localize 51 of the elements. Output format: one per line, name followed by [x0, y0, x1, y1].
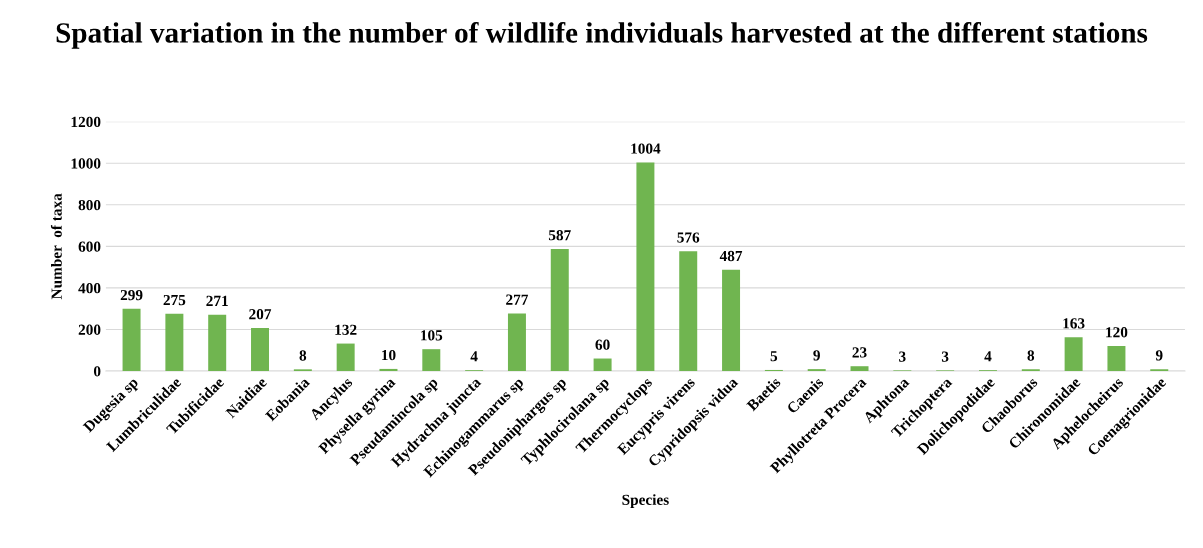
data-label: 120 [1106, 327, 1128, 338]
data-label: 275 [163, 294, 186, 306]
bar [850, 366, 869, 371]
data-label: 5 [770, 351, 778, 362]
bar [1107, 346, 1126, 371]
bar [165, 313, 184, 371]
y-tick-label: 1000 [71, 158, 101, 169]
bar [208, 314, 227, 371]
y-tick-label: 0 [93, 366, 101, 377]
data-label: 163 [1063, 318, 1085, 329]
y-tick-label: 1200 [71, 116, 101, 128]
bar [1064, 337, 1083, 371]
data-label: 60 [595, 339, 610, 350]
data-label: 587 [548, 230, 571, 241]
data-label: 105 [421, 330, 443, 341]
y-tick-label: 600 [78, 241, 101, 252]
data-label: 1004 [631, 143, 661, 154]
bar [722, 269, 741, 371]
bar [251, 327, 270, 371]
bar [550, 249, 569, 371]
data-label: 4 [984, 351, 992, 362]
y-axis-title: Number of taxa [50, 193, 62, 300]
y-tick-label: 200 [78, 324, 101, 335]
data-label: 271 [206, 295, 228, 306]
data-label: 277 [506, 294, 529, 305]
bar [336, 343, 355, 371]
data-label: 576 [677, 232, 700, 243]
bar [422, 349, 441, 371]
data-label: 9 [1155, 350, 1163, 361]
bar [507, 313, 526, 371]
data-label: 23 [852, 347, 867, 358]
x-axis-title: Species [622, 494, 669, 509]
data-label: 10 [382, 349, 396, 361]
bar [593, 358, 612, 371]
data-label: 132 [335, 324, 357, 335]
bar [636, 162, 655, 371]
data-label: 299 [120, 289, 143, 301]
data-label: 8 [299, 350, 307, 361]
bar [679, 251, 698, 371]
bar [379, 368, 398, 371]
data-label: 9 [813, 350, 820, 361]
data-label: 3 [899, 351, 906, 362]
data-label: 4 [470, 351, 478, 362]
chart-title: Spatial variation in the number of wildlife individuals harvested at the different stations [56, 21, 1148, 49]
y-tick-label: 800 [78, 199, 101, 211]
data-label: 487 [719, 250, 743, 262]
data-label: 3 [941, 351, 949, 362]
bar [122, 308, 141, 371]
data-label: 8 [1027, 350, 1035, 361]
y-tick-label: 400 [78, 283, 101, 294]
data-label: 207 [249, 309, 272, 320]
